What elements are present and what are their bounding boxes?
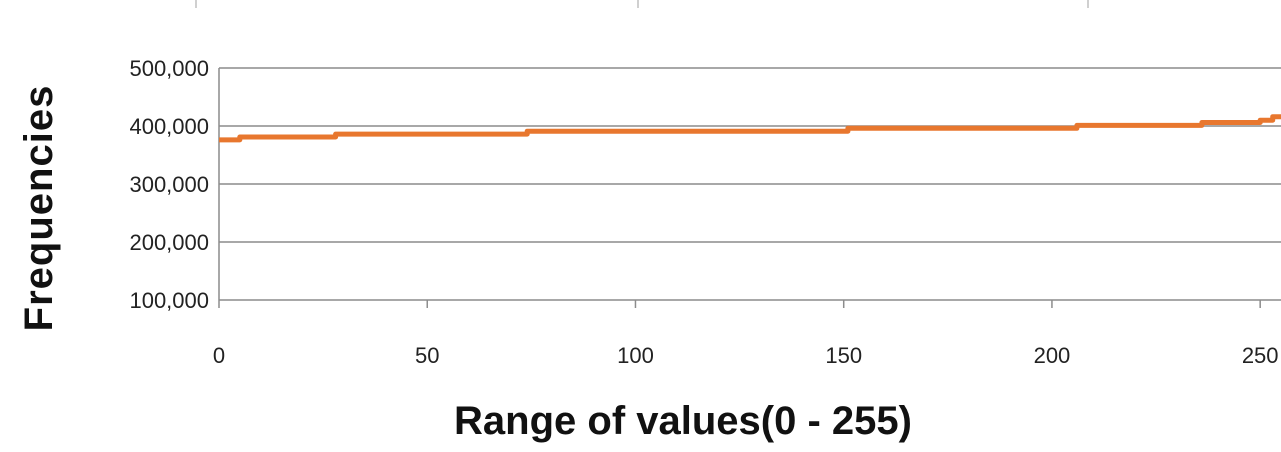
x-tick-label: 50 [415, 343, 439, 368]
top-frame-ticks [195, 0, 1089, 8]
y-tick-label: 400,000 [129, 114, 209, 139]
x-axis-label: Range of values(0 - 255) [454, 399, 912, 443]
x-tick-label: 0 [213, 343, 225, 368]
y-tick-labels: 100,000 200,000 300,000 400,000 500,000 [129, 56, 209, 313]
y-tick-label: 300,000 [129, 172, 209, 197]
x-tick-label: 100 [617, 343, 654, 368]
y-tick-label: 200,000 [129, 230, 209, 255]
y-axis-label: Frequencies [17, 85, 61, 332]
axes [218, 68, 1261, 308]
gridlines [219, 67, 1281, 301]
y-tick-label: 500,000 [129, 56, 209, 81]
series-group [219, 114, 1281, 143]
x-tick-label: 250 [1242, 343, 1279, 368]
x-tick-label: 200 [1034, 343, 1071, 368]
series-line [219, 114, 1281, 143]
y-tick-label: 100,000 [129, 288, 209, 313]
x-tick-labels: 0 50 100 150 200 250 [213, 343, 1279, 368]
x-tick-label: 150 [825, 343, 862, 368]
